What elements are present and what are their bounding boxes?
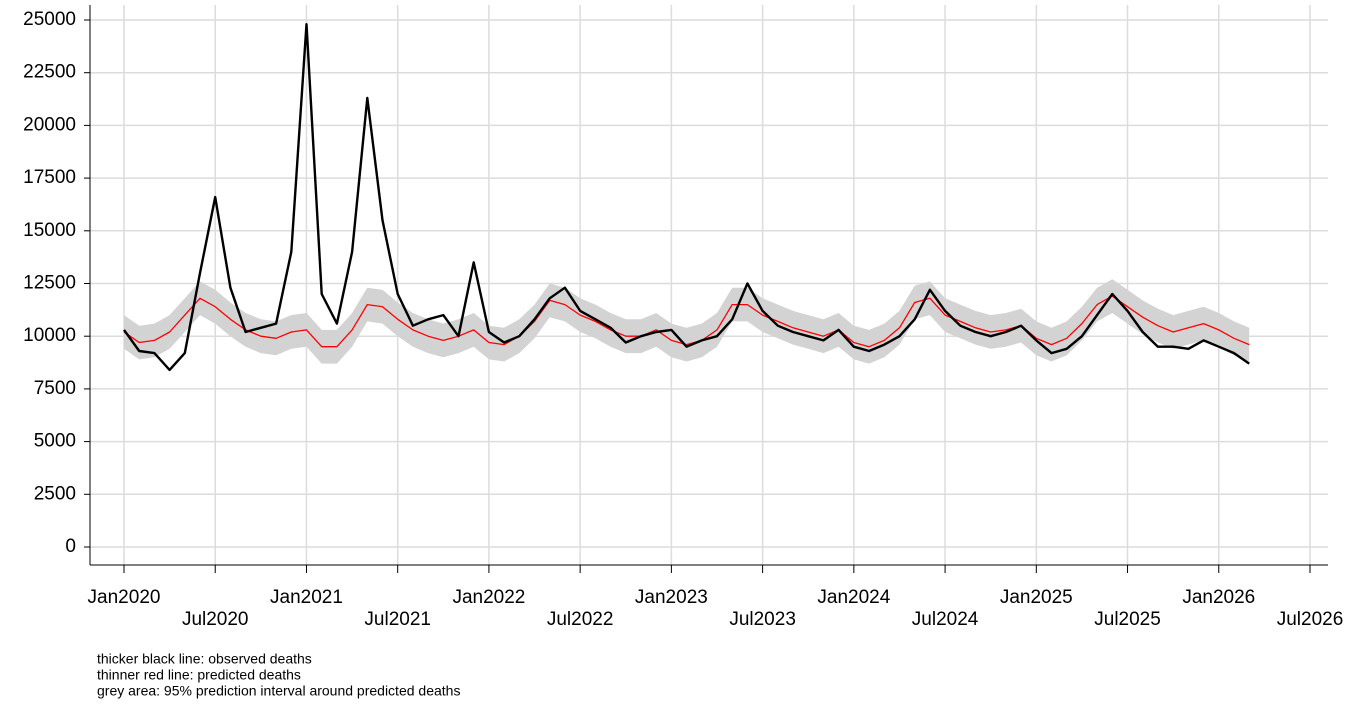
x-tick-label: Jan2026 (1182, 587, 1255, 608)
x-tick-label: Jul2023 (729, 609, 796, 630)
x-tick-label: Jan2020 (88, 587, 161, 608)
note: grey area: 95% prediction interval aroun… (97, 683, 460, 699)
y-tick-label: 0 (65, 536, 76, 557)
y-tick-label: 2500 (34, 483, 76, 504)
y-tick-label: 15000 (23, 220, 76, 241)
y-tick-label: 25000 (23, 9, 76, 30)
note: thicker black line: observed deaths (97, 651, 312, 667)
y-tick-label: 7500 (34, 378, 76, 399)
x-tick-label: Jul2022 (547, 609, 614, 630)
x-tick-label: Jan2025 (1000, 587, 1073, 608)
x-tick-label: Jul2025 (1094, 609, 1161, 630)
y-tick-label: 17500 (23, 167, 76, 188)
series-line (123, 23, 1250, 372)
y-tick-label: 22500 (23, 62, 76, 83)
x-tick-label: Jul2024 (912, 609, 979, 630)
x-tick-label: Jan2024 (817, 587, 890, 608)
prediction-band (124, 279, 1250, 364)
x-tick-label: Jul2021 (364, 609, 431, 630)
x-tick-label: Jan2021 (270, 587, 343, 608)
x-tick-label: Jul2026 (1277, 609, 1344, 630)
x-tick-label: Jan2022 (452, 587, 525, 608)
y-tick-label: 10000 (23, 325, 76, 346)
y-tick-label: 5000 (34, 431, 76, 452)
y-tick-label: 20000 (23, 114, 76, 135)
x-tick-label: Jan2023 (635, 587, 708, 608)
y-tick-label: 12500 (23, 273, 76, 294)
x-tick-label: Jul2020 (182, 609, 249, 630)
series-line (123, 295, 1250, 348)
note: thinner red line: predicted deaths (97, 667, 301, 683)
